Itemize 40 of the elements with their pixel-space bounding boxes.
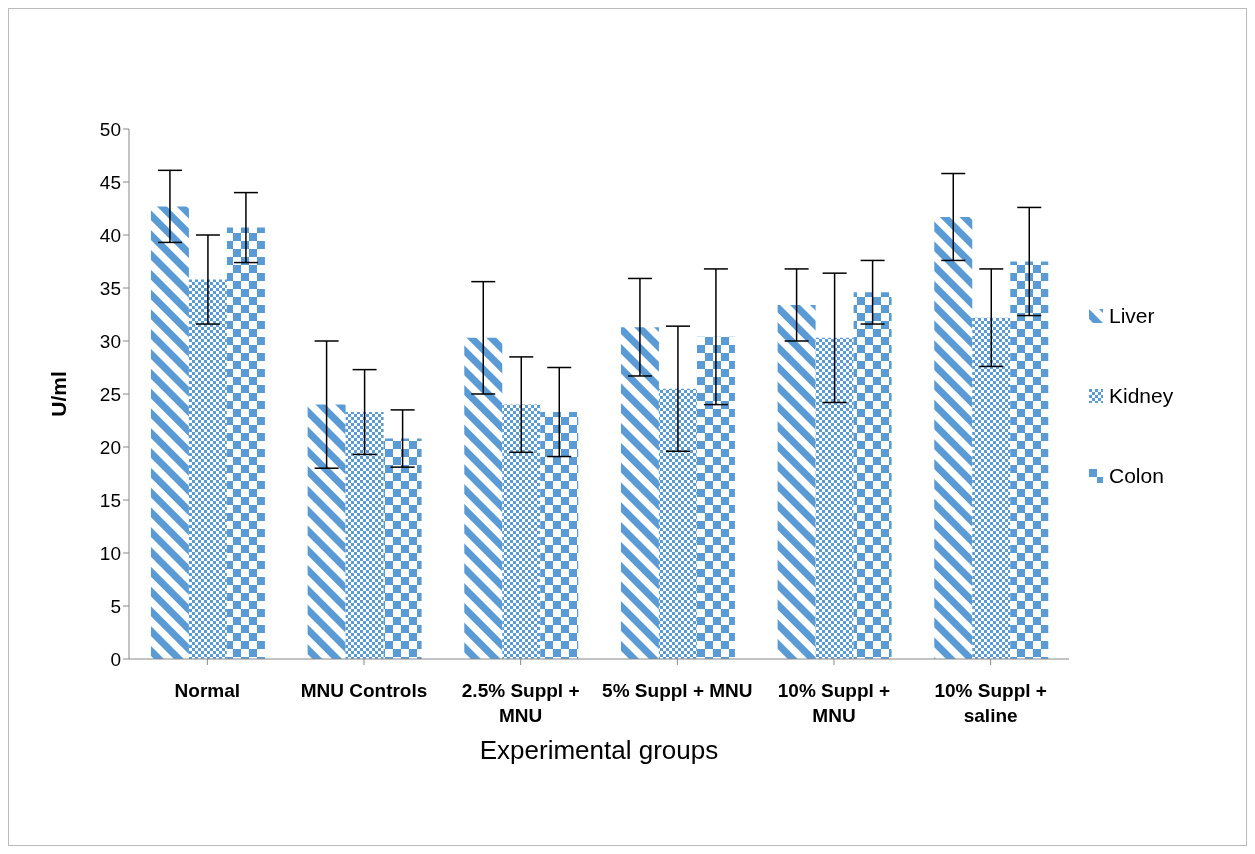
bar xyxy=(540,412,579,659)
x-tick-label: 10% Suppl + saline xyxy=(934,680,1047,726)
bar xyxy=(345,412,384,659)
x-tick-label: 2.5% Suppl + MNU xyxy=(461,680,580,726)
y-tick-label: 20 xyxy=(99,436,121,458)
bar xyxy=(464,337,503,659)
y-tick-label: 10 xyxy=(99,542,121,564)
legend-label: Kidney xyxy=(1109,384,1174,408)
x-tick-label: 5% Suppl + MNU xyxy=(602,680,753,701)
bar xyxy=(658,388,697,659)
bar xyxy=(696,336,735,659)
bar xyxy=(777,304,816,659)
x-axis-title: Experimental groups xyxy=(479,735,719,765)
x-tick-label: MNU Controls xyxy=(300,680,428,701)
bar xyxy=(853,292,892,659)
bar xyxy=(188,279,227,659)
bar xyxy=(226,227,265,659)
bar xyxy=(972,317,1011,659)
legend-label: Colon xyxy=(1109,464,1164,488)
legend-label: Liver xyxy=(1109,304,1155,328)
y-tick-label: 0 xyxy=(110,648,121,670)
y-tick-label: 50 xyxy=(99,118,121,140)
bar xyxy=(502,404,541,659)
y-axis-title: U/ml xyxy=(47,371,71,417)
y-tick-label: 25 xyxy=(99,383,121,405)
y-tick-label: 5 xyxy=(110,595,121,617)
bar xyxy=(620,327,659,659)
x-tick-label: 10% Suppl + MNU xyxy=(777,680,891,726)
bar xyxy=(1010,261,1049,659)
bar xyxy=(815,337,854,659)
bar xyxy=(934,216,973,659)
x-tick-label: Normal xyxy=(174,680,241,701)
y-tick-label: 30 xyxy=(99,330,121,352)
bar xyxy=(383,438,422,659)
y-tick-label: 35 xyxy=(99,277,121,299)
y-tick-label: 40 xyxy=(99,224,121,246)
bar xyxy=(150,206,189,659)
y-tick-label: 15 xyxy=(99,489,121,511)
y-tick-label: 45 xyxy=(99,171,121,193)
bar xyxy=(307,404,346,659)
